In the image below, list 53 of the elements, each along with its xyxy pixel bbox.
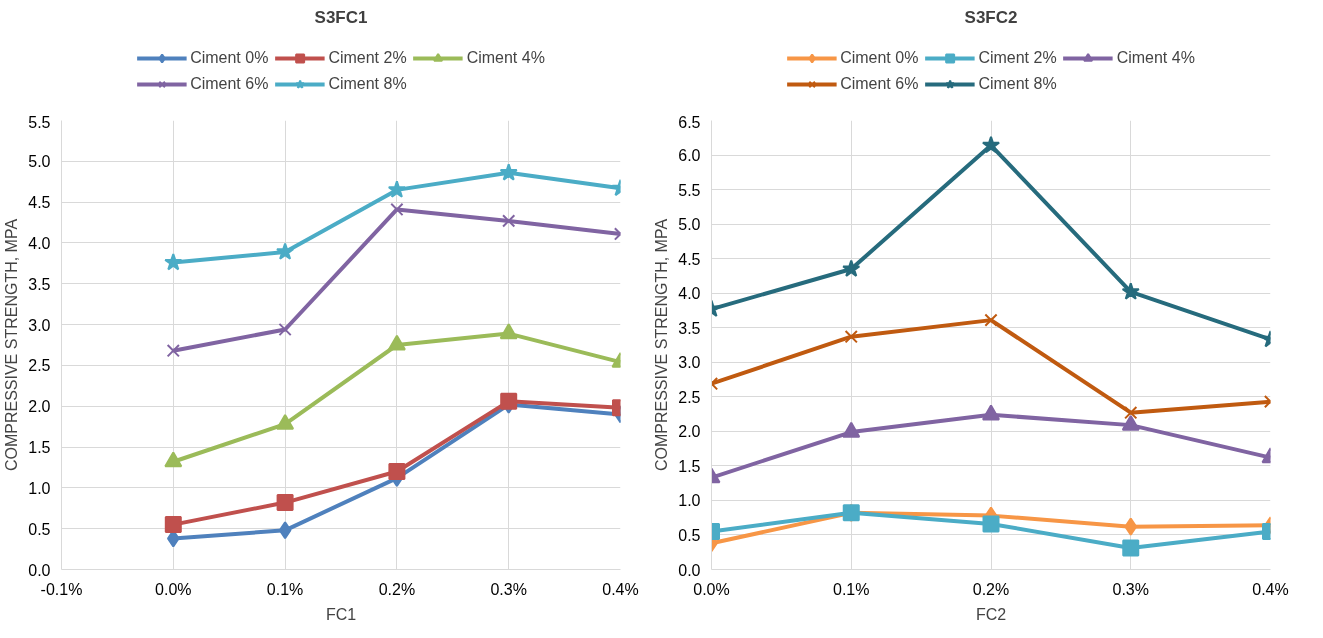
chart-title: S3FC2 <box>964 7 1018 27</box>
x-axis-title: FC2 <box>975 605 1007 623</box>
y-tick-label: 0.0 <box>678 561 701 579</box>
y-tick-label: 3.5 <box>678 319 701 337</box>
y-tick-label: 4.0 <box>678 285 701 303</box>
x-axis-title: FC1 <box>325 605 357 623</box>
y-tick-label: 6.0 <box>678 147 701 165</box>
y-tick-label: 1.0 <box>678 492 701 510</box>
y-tick-label: 1.5 <box>678 457 701 475</box>
legend-label: Ciment 6% <box>840 74 919 93</box>
legend-label: Ciment 4% <box>466 48 545 67</box>
legend-label: Ciment 2% <box>328 48 407 67</box>
x-tick-label: 0.4% <box>602 580 639 598</box>
y-tick-label: 2.0 <box>678 423 701 441</box>
y-tick-label: 2.5 <box>28 357 51 375</box>
legend-label: Ciment 8% <box>978 74 1057 93</box>
x-tick-label: 0.3% <box>490 580 527 598</box>
y-tick-label: 4.5 <box>28 194 51 212</box>
x-tick-label: 0.1% <box>266 580 304 598</box>
x-tick-label: 0.3% <box>1112 580 1149 598</box>
legend-label: Ciment 4% <box>1116 48 1195 67</box>
y-tick-label: 5.5 <box>28 113 51 131</box>
legend-label: Ciment 0% <box>190 48 269 67</box>
y-tick-label: 3.0 <box>678 354 701 372</box>
x-tick-label: 0.4% <box>1252 580 1289 598</box>
legend-label: Ciment 8% <box>328 74 407 93</box>
y-axis-title: COMPRESSIVE STRENGTH, MPA <box>3 218 21 472</box>
y-tick-label: 5.5 <box>678 181 701 199</box>
y-tick-label: 2.0 <box>28 398 51 416</box>
y-tick-label: 4.5 <box>678 250 701 268</box>
x-tick-label: 0.2% <box>378 580 416 598</box>
legend-label: Ciment 0% <box>840 48 919 67</box>
y-tick-label: 2.5 <box>678 388 701 406</box>
y-tick-label: 0.5 <box>678 526 701 544</box>
y-tick-label: 5.0 <box>28 153 51 171</box>
y-tick-label: 1.5 <box>28 439 51 457</box>
legend-label: Ciment 2% <box>978 48 1057 67</box>
y-tick-label: 3.5 <box>28 275 51 293</box>
y-tick-label: 5.0 <box>678 216 701 234</box>
chart-title: S3FC1 <box>314 7 368 27</box>
x-tick-label: -0.1% <box>40 580 83 598</box>
x-tick-label: 0.1% <box>833 580 870 598</box>
y-tick-label: 6.5 <box>678 113 701 131</box>
x-tick-label: 0.2% <box>972 580 1010 598</box>
y-tick-label: 1.0 <box>28 479 51 497</box>
legend-label: Ciment 6% <box>190 74 269 93</box>
x-tick-label: 0.0% <box>693 580 730 598</box>
y-tick-label: 3.0 <box>28 316 51 334</box>
y-tick-label: 0.0 <box>28 561 51 579</box>
y-tick-label: 4.0 <box>28 234 51 252</box>
x-tick-label: 0.0% <box>155 580 192 598</box>
y-tick-label: 0.5 <box>28 520 51 538</box>
y-axis-title: COMPRESSIVE STRENGTH, MPA <box>653 218 671 472</box>
